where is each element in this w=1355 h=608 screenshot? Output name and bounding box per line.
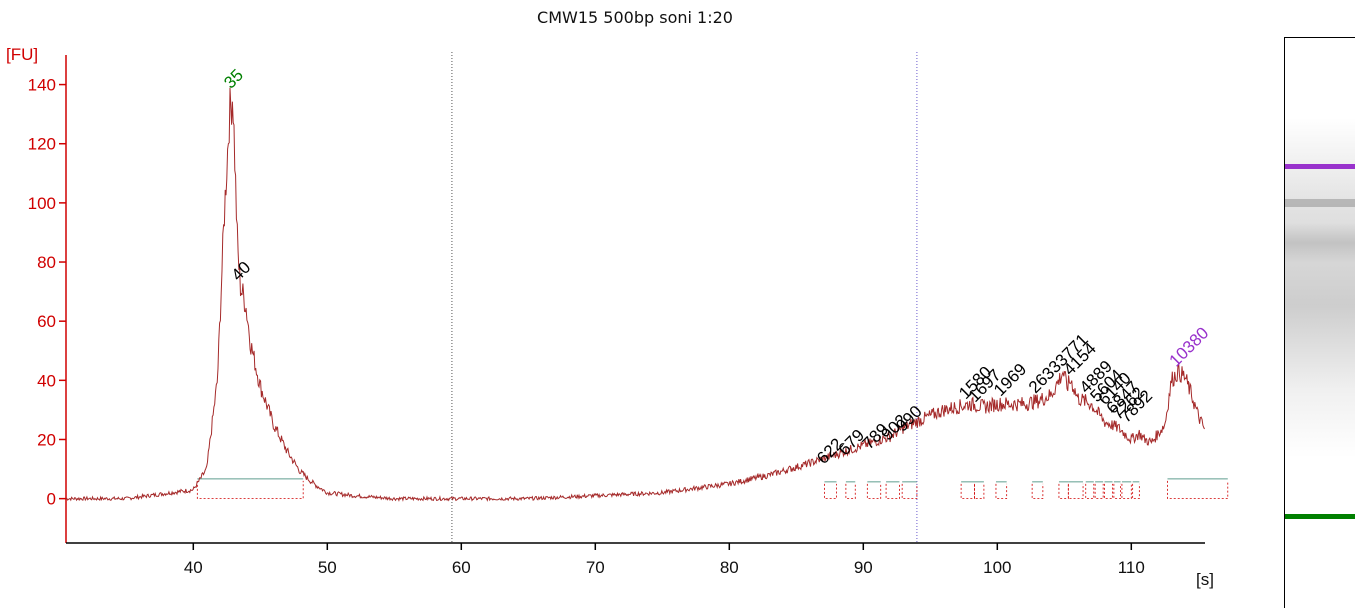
x-tick-label: 100 xyxy=(983,558,1011,577)
integration-region xyxy=(885,483,900,500)
integration-region xyxy=(901,483,918,500)
integration-region xyxy=(1132,483,1140,500)
peak-label: 35 xyxy=(220,65,247,92)
y-tick-label: 100 xyxy=(28,194,56,213)
integration-region xyxy=(196,480,304,500)
electropherogram-plot: 0 20 40 60 80 100 120 140 40 50 60 70 80 90 100 110 35 4… xyxy=(6,45,1229,589)
gel-smear xyxy=(1285,118,1355,458)
integration-region xyxy=(974,483,985,500)
chart-title: CMW15 500bp soni 1:20 xyxy=(537,8,733,27)
y-tick-label: 0 xyxy=(47,490,56,509)
x-axis-label: [s] xyxy=(1196,570,1214,589)
integration-region xyxy=(1104,483,1113,500)
integration-region xyxy=(845,483,856,500)
peak-labels: 3540622679789902990158016971969263337714… xyxy=(220,65,1212,467)
integration-region xyxy=(1094,483,1104,500)
axes: 0 20 40 60 80 100 120 140 40 50 60 70 80 90 100 110 xyxy=(28,55,1205,577)
x-tick-label: 110 xyxy=(1118,558,1145,577)
integration-region xyxy=(1121,483,1132,500)
y-tick-label: 80 xyxy=(37,253,56,272)
integration-region xyxy=(1067,483,1084,500)
x-tick-label: 90 xyxy=(854,558,873,577)
integration-region xyxy=(824,483,837,500)
integration-region xyxy=(1167,480,1229,500)
integration-region xyxy=(1031,483,1044,500)
gel-lane xyxy=(1284,37,1355,608)
y-tick-label: 20 xyxy=(37,430,56,449)
integration-region xyxy=(1085,483,1095,500)
x-tick-label: 50 xyxy=(318,558,337,577)
peak-label: 10380 xyxy=(1166,323,1213,370)
x-tick-label: 70 xyxy=(586,558,605,577)
integration-regions xyxy=(196,478,1229,500)
integration-region xyxy=(866,483,882,500)
reference-lines xyxy=(451,52,918,543)
x-tick-label: 40 xyxy=(184,558,203,577)
integration-region xyxy=(995,483,1008,500)
trace-line xyxy=(65,87,1205,502)
integration-region xyxy=(1058,483,1069,500)
gel-band xyxy=(1285,514,1355,520)
gel-band xyxy=(1285,163,1355,169)
y-tick-label: 140 xyxy=(28,76,56,95)
gel-band xyxy=(1285,223,1355,264)
x-tick-label: 60 xyxy=(452,558,471,577)
y-tick-label: 120 xyxy=(28,135,56,154)
y-axis-label: [FU] xyxy=(6,45,38,64)
x-tick-label: 80 xyxy=(720,558,739,577)
trace-group xyxy=(65,87,1205,502)
y-tick-label: 60 xyxy=(37,312,56,331)
peak-label: 40 xyxy=(228,258,255,285)
integration-region xyxy=(960,483,975,500)
peak-label: 1969 xyxy=(990,360,1030,400)
integration-region xyxy=(1113,483,1121,500)
y-tick-label: 40 xyxy=(37,371,56,390)
gel-band xyxy=(1285,199,1355,208)
